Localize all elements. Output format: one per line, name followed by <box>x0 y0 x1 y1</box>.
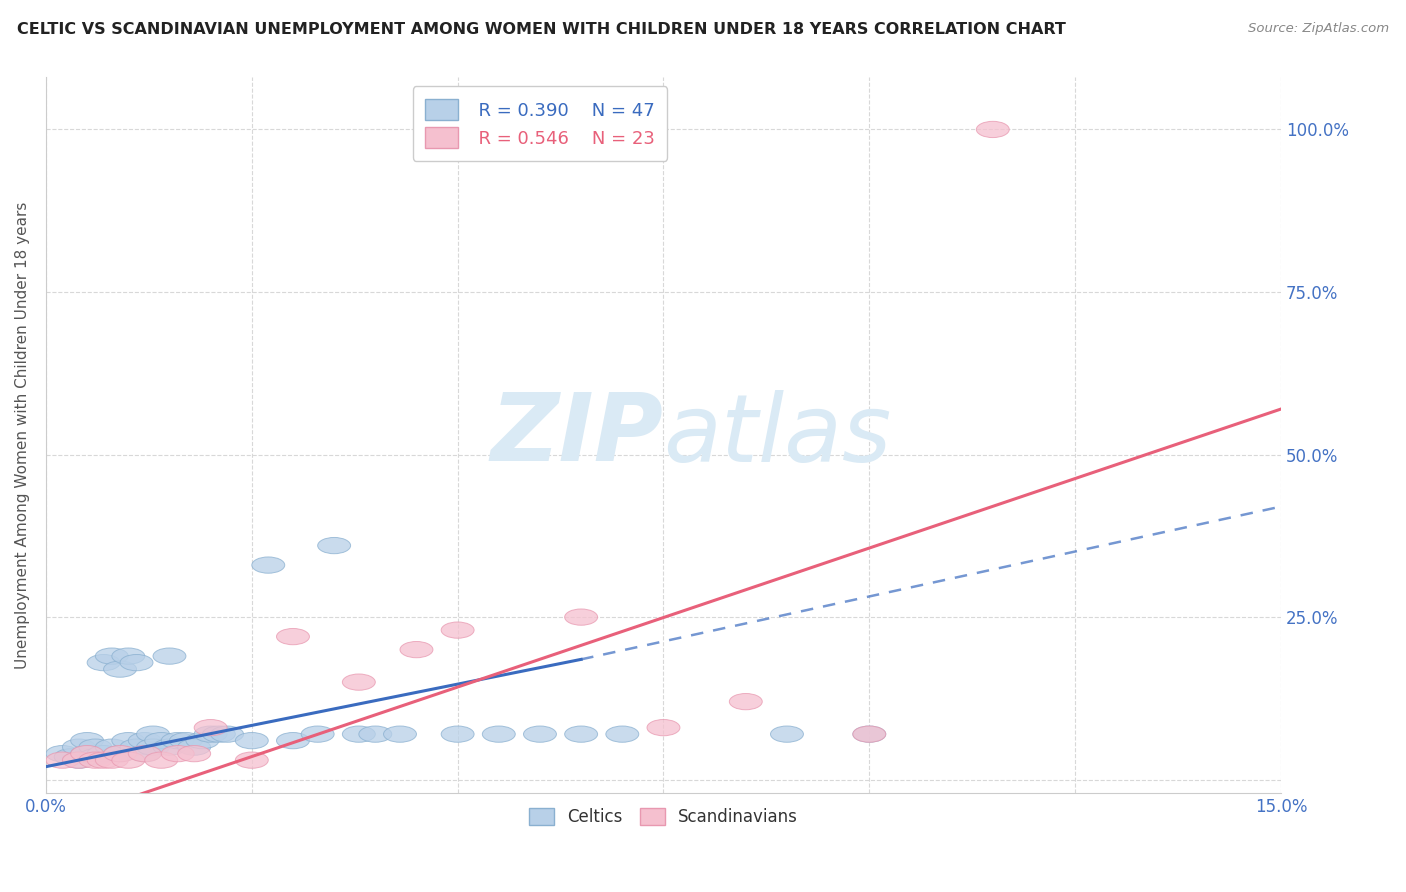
Ellipse shape <box>87 746 120 762</box>
Ellipse shape <box>128 732 162 748</box>
Ellipse shape <box>153 648 186 665</box>
Ellipse shape <box>87 655 120 671</box>
Text: ZIP: ZIP <box>491 389 664 481</box>
Ellipse shape <box>104 746 136 762</box>
Ellipse shape <box>399 641 433 657</box>
Ellipse shape <box>482 726 515 742</box>
Ellipse shape <box>128 746 162 762</box>
Ellipse shape <box>55 748 87 765</box>
Ellipse shape <box>194 720 228 736</box>
Ellipse shape <box>277 629 309 645</box>
Ellipse shape <box>162 746 194 762</box>
Text: Source: ZipAtlas.com: Source: ZipAtlas.com <box>1249 22 1389 36</box>
Ellipse shape <box>301 726 335 742</box>
Ellipse shape <box>606 726 638 742</box>
Ellipse shape <box>162 732 194 748</box>
Ellipse shape <box>136 739 170 756</box>
Ellipse shape <box>277 732 309 748</box>
Ellipse shape <box>70 746 104 762</box>
Ellipse shape <box>79 752 112 768</box>
Ellipse shape <box>145 732 177 748</box>
Ellipse shape <box>128 746 162 762</box>
Ellipse shape <box>647 720 681 736</box>
Ellipse shape <box>104 661 136 677</box>
Ellipse shape <box>112 752 145 768</box>
Ellipse shape <box>976 121 1010 137</box>
Ellipse shape <box>318 538 350 554</box>
Text: CELTIC VS SCANDINAVIAN UNEMPLOYMENT AMONG WOMEN WITH CHILDREN UNDER 18 YEARS COR: CELTIC VS SCANDINAVIAN UNEMPLOYMENT AMON… <box>17 22 1066 37</box>
Ellipse shape <box>79 748 112 765</box>
Ellipse shape <box>186 732 219 748</box>
Ellipse shape <box>523 726 557 742</box>
Ellipse shape <box>46 752 79 768</box>
Ellipse shape <box>62 752 96 768</box>
Ellipse shape <box>120 655 153 671</box>
Ellipse shape <box>359 726 392 742</box>
Ellipse shape <box>441 622 474 639</box>
Ellipse shape <box>96 648 128 665</box>
Ellipse shape <box>441 726 474 742</box>
Ellipse shape <box>112 732 145 748</box>
Ellipse shape <box>235 752 269 768</box>
Ellipse shape <box>730 693 762 710</box>
Ellipse shape <box>62 752 96 768</box>
Ellipse shape <box>343 674 375 690</box>
Ellipse shape <box>853 726 886 742</box>
Ellipse shape <box>112 648 145 665</box>
Ellipse shape <box>211 726 243 742</box>
Y-axis label: Unemployment Among Women with Children Under 18 years: Unemployment Among Women with Children U… <box>15 202 30 669</box>
Ellipse shape <box>153 739 186 756</box>
Ellipse shape <box>565 609 598 625</box>
Ellipse shape <box>770 726 803 742</box>
Ellipse shape <box>96 739 128 756</box>
Ellipse shape <box>202 726 235 742</box>
Ellipse shape <box>62 739 96 756</box>
Ellipse shape <box>104 746 136 762</box>
Ellipse shape <box>170 732 202 748</box>
Ellipse shape <box>70 746 104 762</box>
Ellipse shape <box>252 557 285 574</box>
Ellipse shape <box>343 726 375 742</box>
Ellipse shape <box>177 739 211 756</box>
Ellipse shape <box>46 746 79 762</box>
Ellipse shape <box>384 726 416 742</box>
Legend: Celtics, Scandinavians: Celtics, Scandinavians <box>520 799 806 834</box>
Ellipse shape <box>235 732 269 748</box>
Ellipse shape <box>565 726 598 742</box>
Ellipse shape <box>145 752 177 768</box>
Ellipse shape <box>853 726 886 742</box>
Text: atlas: atlas <box>664 390 891 481</box>
Ellipse shape <box>70 732 104 748</box>
Ellipse shape <box>120 739 153 756</box>
Ellipse shape <box>194 726 228 742</box>
Ellipse shape <box>136 726 170 742</box>
Ellipse shape <box>96 752 128 768</box>
Ellipse shape <box>87 752 120 768</box>
Ellipse shape <box>177 746 211 762</box>
Ellipse shape <box>79 739 112 756</box>
